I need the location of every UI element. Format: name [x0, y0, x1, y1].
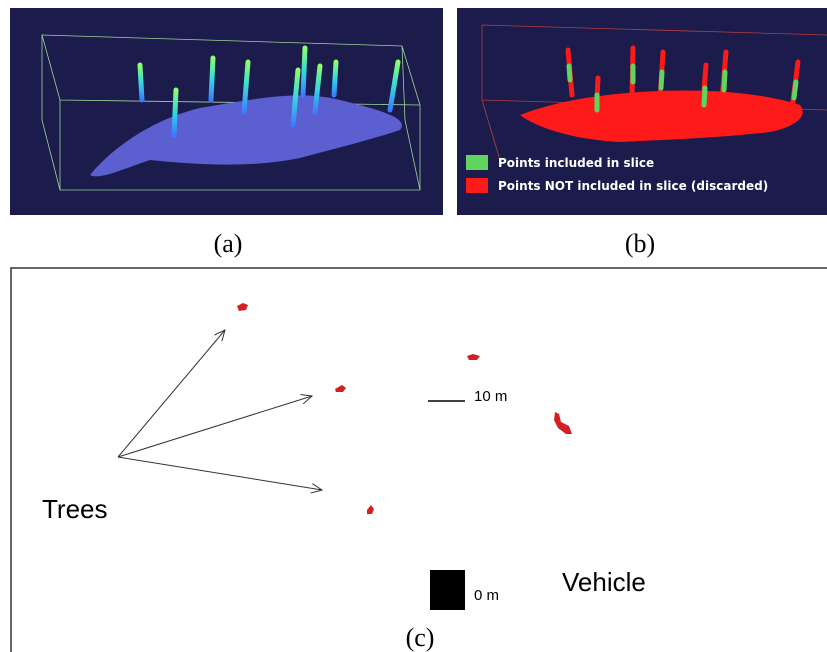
legend-label: Points included in slice: [498, 156, 654, 170]
legend-label: Points NOT included in slice (discarded): [498, 179, 768, 193]
figure: Points included in slice Points NOT incl…: [0, 0, 827, 652]
panel-caption: (c): [406, 623, 435, 652]
legend-swatch: [466, 155, 488, 170]
panel-a: [10, 8, 443, 215]
legend-swatch: [466, 178, 488, 193]
tree-slices: [237, 303, 572, 514]
vehicle-marker: [430, 570, 465, 610]
vehicle-label: Vehicle: [562, 567, 646, 597]
trees-label: Trees: [42, 494, 108, 524]
scale-label: 10 m: [474, 388, 507, 405]
panel-caption: (a): [214, 229, 243, 258]
origin-label: 0 m: [474, 587, 499, 604]
panel-border: [11, 268, 827, 652]
panel-c: Trees 10 m 0 m Vehicle (c): [11, 268, 827, 652]
panel-caption: (b): [625, 229, 655, 258]
arrows: [118, 330, 322, 490]
panel-b: Points included in slice Points NOT incl…: [457, 8, 827, 215]
